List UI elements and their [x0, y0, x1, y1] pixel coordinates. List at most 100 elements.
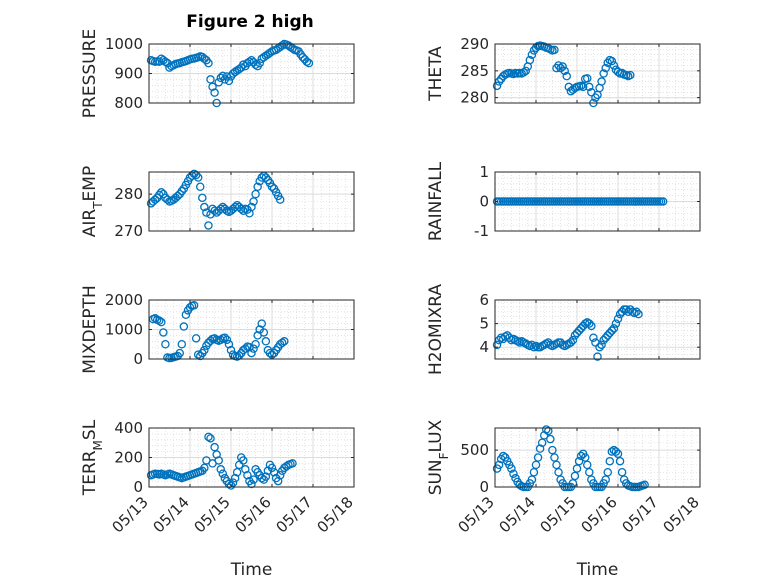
- data-point: [181, 310, 191, 319]
- data-point: [624, 307, 633, 317]
- data-point: [261, 472, 271, 481]
- data-point: [609, 61, 619, 70]
- data-point: [597, 340, 606, 350]
- x-tick-label: 05/14: [150, 493, 193, 536]
- data-point: [239, 456, 248, 465]
- data-point: [492, 340, 502, 350]
- data-point: [566, 338, 576, 347]
- data-point: [230, 473, 240, 483]
- data-point: [603, 331, 613, 340]
- data-point: [204, 432, 213, 442]
- data-point: [570, 331, 580, 340]
- data-point: [613, 449, 623, 459]
- data-point: [150, 314, 160, 323]
- data-point: [165, 63, 174, 72]
- subplot-4: -1 0 1 RAINFALL: [426, 161, 701, 241]
- data-point: [241, 465, 250, 474]
- data-point: [193, 173, 203, 182]
- data-point: [214, 456, 223, 465]
- y-tick-label: 280: [114, 185, 143, 203]
- data-point: [208, 82, 217, 92]
- y-tick-label: 0: [133, 478, 143, 496]
- data-point: [157, 317, 166, 327]
- data-point: [210, 334, 219, 343]
- data-point: [210, 88, 219, 97]
- data-point: [599, 69, 608, 78]
- data-point: [585, 467, 594, 477]
- y-axis-label: TERRMSL: [80, 419, 105, 496]
- data-point: [198, 193, 207, 203]
- data-point: [191, 170, 201, 180]
- data-point: [550, 453, 559, 462]
- data-point: [220, 333, 230, 343]
- data-point: [185, 303, 195, 312]
- data-point: [195, 182, 205, 191]
- x-tick-label: 05/16: [232, 493, 275, 536]
- y-tick-label: 270: [114, 222, 143, 240]
- data-point: [611, 319, 621, 328]
- data-point: [241, 344, 250, 353]
- y-tick-label: 285: [460, 62, 489, 80]
- data-point: [503, 331, 512, 340]
- data-point: [574, 456, 584, 466]
- data-point: [617, 307, 627, 317]
- data-point: [175, 348, 184, 358]
- data-point: [251, 60, 260, 69]
- data-point: [224, 76, 234, 86]
- data-point: [202, 208, 211, 217]
- y-tick-label: 5: [479, 315, 489, 333]
- data-point: [552, 460, 561, 470]
- y-axis-label: THETA: [426, 46, 446, 102]
- y-axis-label: PRESSURE: [80, 29, 100, 118]
- axes-box: [494, 299, 701, 360]
- x-axis-label: Time: [230, 560, 273, 580]
- data-point: [533, 453, 543, 462]
- data-point: [560, 66, 569, 76]
- data-point: [236, 204, 246, 214]
- data-point: [576, 324, 586, 333]
- data-point: [200, 463, 209, 473]
- data-point: [163, 195, 172, 204]
- y-tick-label: 6: [479, 291, 489, 309]
- data-point: [576, 451, 586, 461]
- x-tick-label: 05/17: [273, 493, 316, 536]
- data-point: [640, 480, 649, 490]
- data-point: [253, 182, 262, 191]
- y-tick-label: 1000: [105, 35, 143, 53]
- data-point: [267, 182, 277, 191]
- x-tick-label: 05/16: [578, 493, 621, 536]
- y-tick-label: 2000: [105, 291, 143, 309]
- data-point: [568, 335, 578, 345]
- data-point: [595, 342, 604, 352]
- data-point: [177, 186, 187, 196]
- data-point: [572, 328, 582, 338]
- data-point: [150, 195, 160, 204]
- y-tick-label: 290: [460, 35, 489, 53]
- subplot-3: 270 280 AIRTEMP: [80, 166, 355, 240]
- x-axis-label: Time: [576, 560, 619, 580]
- data-point: [216, 335, 225, 345]
- data-point: [615, 309, 625, 319]
- data-point: [615, 456, 625, 466]
- data-point: [179, 322, 189, 331]
- data-point: [542, 425, 551, 434]
- figure-title: Figure 2 high: [186, 12, 314, 32]
- data-point: [261, 337, 271, 346]
- data-point: [583, 74, 592, 83]
- data-point: [589, 333, 598, 343]
- data-point: [277, 41, 287, 50]
- data-point: [544, 426, 553, 436]
- data-point: [611, 447, 621, 456]
- data-point: [605, 328, 615, 338]
- data-point: [218, 469, 228, 478]
- data-point: [261, 173, 271, 182]
- data-point: [585, 82, 594, 92]
- data-point: [562, 71, 572, 81]
- subplot-5: 0 1000 2000 MIXDEPTH: [80, 285, 355, 374]
- y-axis-label: RAINFALL: [426, 161, 446, 241]
- data-point: [607, 326, 617, 335]
- data-point: [574, 326, 584, 335]
- data-point: [558, 62, 567, 71]
- x-tick-label: 05/18: [660, 493, 703, 536]
